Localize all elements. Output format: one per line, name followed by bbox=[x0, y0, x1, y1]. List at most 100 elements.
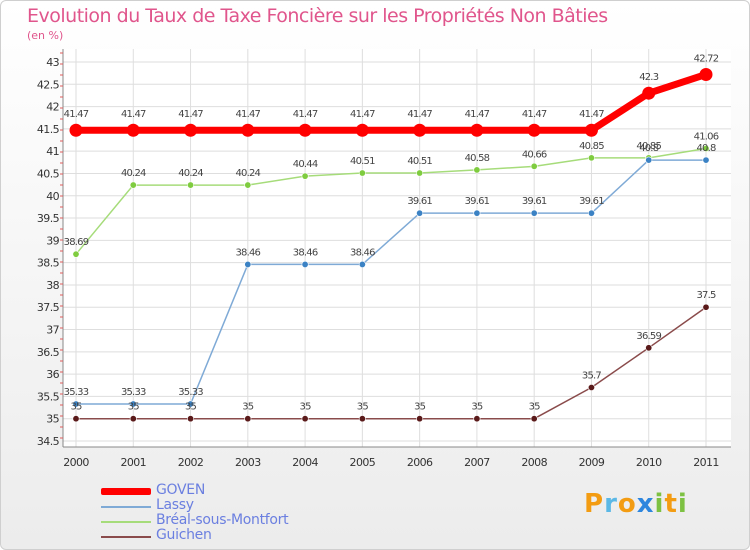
data-point bbox=[702, 145, 710, 153]
legend-item-guichen: Guichen bbox=[101, 527, 361, 544]
data-point bbox=[358, 415, 366, 423]
data-label: 40.8 bbox=[696, 143, 716, 154]
logo-letter: r bbox=[604, 489, 618, 519]
data-label: 39.61 bbox=[522, 196, 547, 207]
legend-swatch-lassy bbox=[101, 506, 151, 508]
y-tick-label: 40.5 bbox=[37, 167, 60, 180]
data-point bbox=[187, 415, 195, 423]
data-point bbox=[530, 415, 538, 423]
y-tick-label: 36 bbox=[46, 368, 59, 381]
data-point bbox=[699, 67, 713, 81]
series-line-goven bbox=[72, 70, 710, 134]
data-point bbox=[129, 400, 137, 408]
y-tick-label: 35.5 bbox=[37, 390, 60, 403]
data-label: 40.51 bbox=[350, 156, 375, 167]
data-point bbox=[244, 260, 252, 268]
data-point bbox=[702, 303, 710, 311]
data-label: 38.46 bbox=[350, 247, 375, 258]
data-point bbox=[72, 415, 80, 423]
legend-label-lassy: Lassy bbox=[156, 497, 194, 513]
y-tick-label: 35 bbox=[46, 413, 59, 426]
y-tick-label: 37.5 bbox=[37, 301, 60, 314]
data-label: 40.24 bbox=[178, 168, 203, 179]
x-tick-label: 2006 bbox=[407, 456, 433, 469]
legend-swatch-guichen bbox=[101, 536, 151, 538]
data-point bbox=[413, 123, 427, 137]
data-label: 35 bbox=[529, 402, 541, 413]
data-point bbox=[470, 123, 484, 137]
legend-item-lassy: Lassy bbox=[101, 497, 361, 514]
legend: GOVEN Lassy Bréal-sous-Montfort Guichen bbox=[101, 482, 361, 544]
data-label: 35.33 bbox=[178, 387, 203, 398]
logo-letter: i bbox=[654, 489, 665, 519]
data-label: 41.47 bbox=[350, 109, 375, 120]
data-point bbox=[530, 209, 538, 217]
data-point bbox=[244, 181, 252, 189]
data-point bbox=[642, 86, 656, 100]
data-label: 41.47 bbox=[121, 109, 146, 120]
data-label: 40.8 bbox=[639, 143, 659, 154]
legend-label-breal: Bréal-sous-Montfort bbox=[156, 512, 289, 528]
legend-item-breal: Bréal-sous-Montfort bbox=[101, 512, 361, 529]
logo-letter: i bbox=[677, 489, 688, 519]
data-point bbox=[244, 415, 252, 423]
data-label: 35 bbox=[185, 402, 197, 413]
data-point bbox=[301, 260, 309, 268]
data-point bbox=[187, 181, 195, 189]
data-label: 40.85 bbox=[636, 141, 661, 152]
data-label: 38.46 bbox=[235, 247, 260, 258]
data-point bbox=[358, 169, 366, 177]
data-label: 40.58 bbox=[465, 153, 490, 164]
y-tick-label: 34.5 bbox=[37, 435, 60, 448]
data-label: 40.51 bbox=[407, 156, 432, 167]
data-point bbox=[187, 400, 195, 408]
data-label: 35.7 bbox=[582, 370, 602, 381]
data-point bbox=[416, 169, 424, 177]
data-point bbox=[527, 123, 541, 137]
series-layer bbox=[69, 67, 713, 423]
y-tick-label: 42.5 bbox=[37, 78, 60, 91]
data-point bbox=[184, 123, 198, 137]
data-label: 42.3 bbox=[639, 72, 659, 83]
data-label: 40.44 bbox=[293, 159, 318, 170]
data-label: 35 bbox=[128, 402, 140, 413]
legend-label-goven: GOVEN bbox=[156, 482, 206, 498]
data-label: 41.47 bbox=[579, 109, 604, 120]
y-tick-label: 42 bbox=[46, 101, 59, 114]
data-label: 40.66 bbox=[522, 149, 547, 160]
proxiti-logo: Proxiti bbox=[584, 489, 688, 519]
data-point bbox=[129, 181, 137, 189]
data-point bbox=[69, 123, 83, 137]
y-tick-label: 41.5 bbox=[37, 123, 60, 136]
data-label: 35 bbox=[300, 402, 312, 413]
data-point bbox=[587, 209, 595, 217]
logo-letter: P bbox=[584, 489, 605, 519]
data-point bbox=[301, 415, 309, 423]
data-label-layer: 41.47 41.47 41.47 41.47 41.47 41.47 41.47 41.47… bbox=[64, 53, 720, 413]
y-tick-label: 36.5 bbox=[37, 346, 60, 359]
x-tick-label: 2005 bbox=[350, 456, 376, 469]
data-point bbox=[473, 166, 481, 174]
legend-item-goven: GOVEN bbox=[101, 482, 361, 499]
data-label: 38.46 bbox=[293, 247, 318, 258]
data-point bbox=[473, 209, 481, 217]
series-line-lassy bbox=[75, 159, 707, 405]
data-point bbox=[72, 400, 80, 408]
y-tick-label: 40 bbox=[46, 190, 59, 203]
y-tick-label: 38.5 bbox=[37, 257, 60, 270]
data-label: 41.47 bbox=[64, 109, 89, 120]
data-label: 42.72 bbox=[694, 53, 719, 64]
data-point bbox=[645, 344, 653, 352]
data-label: 39.61 bbox=[579, 196, 604, 207]
y-tick-label: 43 bbox=[46, 56, 59, 69]
legend-label-guichen: Guichen bbox=[156, 527, 212, 543]
legend-swatch-breal bbox=[101, 521, 151, 523]
data-point bbox=[72, 250, 80, 258]
logo-letter: t bbox=[664, 489, 678, 519]
data-point bbox=[298, 123, 312, 137]
data-label: 39.61 bbox=[407, 196, 432, 207]
data-point bbox=[129, 415, 137, 423]
data-label: 41.47 bbox=[293, 109, 318, 120]
